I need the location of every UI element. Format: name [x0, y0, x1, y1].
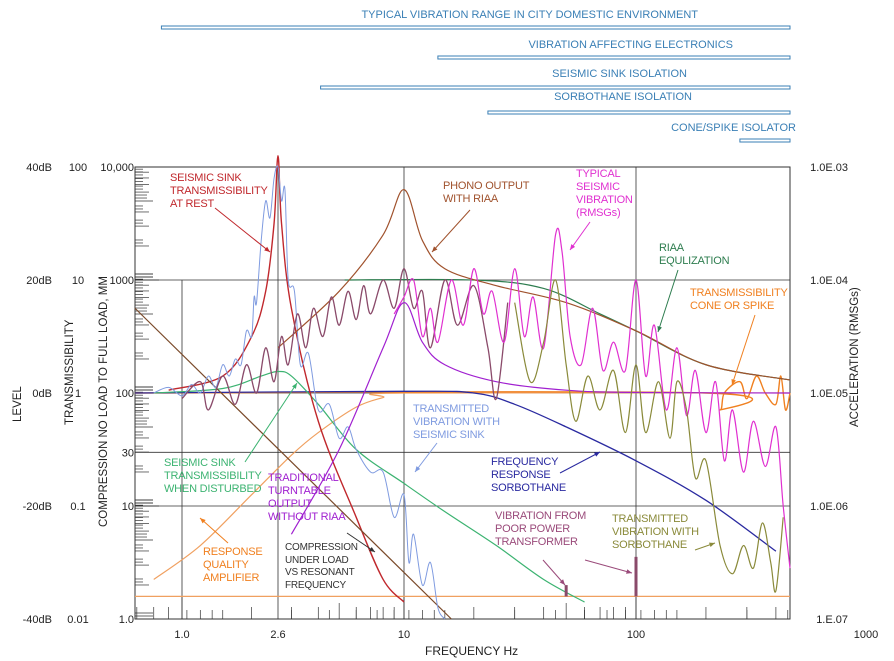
range-bar [320, 85, 791, 90]
annotation-riaa: RIAA EQULIZATION [659, 242, 730, 267]
acceleration-tick-label: 1.0E.04 [810, 275, 848, 287]
x-tick-label: 10 [398, 629, 410, 641]
compression-tick-label: 1.0 [119, 614, 134, 626]
acceleration-tick-label: 1.0E.03 [810, 162, 848, 174]
annotation-arrow [199, 517, 229, 544]
level-tick-label: 0dB [32, 388, 52, 400]
arrowhead-icon [731, 379, 736, 385]
series-frequency-response-sorbothane [134, 390, 777, 552]
series-transmitted-vibration-with-seismic-sink [153, 165, 446, 620]
annotation-when-disturbed: SEISMIC SINK TRANSMISSIBILITY WHEN DISTU… [164, 457, 262, 495]
x-tick-label: 2.6 [270, 629, 285, 641]
transmissibility-tick-label: 0.01 [67, 614, 88, 626]
annotation-traditional-turntable: TRADITIONAL TURNTABLE OUTPUT WITHOUT RIA… [268, 472, 346, 523]
arrowhead-icon [559, 579, 565, 585]
range-bar [739, 138, 791, 143]
range-label-seismic-sink: SEISMIC SINK ISOLATION [552, 68, 687, 80]
axis-title-acceleration: ACCELERATION (RMSGs) [849, 287, 861, 427]
arrowhead-icon [570, 244, 576, 250]
transmissibility-tick-label: 0.1 [70, 501, 85, 513]
arrowhead-icon [657, 326, 662, 332]
series-low-frequency-seismic-vibration [181, 268, 509, 411]
range-label-sorbothane: SORBOTHANE ISOLATION [554, 91, 692, 103]
x-tick-label: 1.0 [174, 629, 189, 641]
x-tick-label: 1000 [854, 629, 878, 641]
series-typical-seismic-vibration-rmsgs- [393, 227, 791, 569]
acceleration-tick-label: 1.0E.06 [810, 501, 848, 513]
annotation-arrow [431, 209, 471, 253]
range-label-cone-spike: CONE/SPIKE ISOLATOR [671, 122, 796, 134]
axis-title-compression: COMPRESSION NO LOAD TO FULL LOAD, MM [98, 276, 110, 527]
series-response-quality-amplifier [153, 392, 791, 580]
series-transmitted-vibration-with-sorbothane [514, 279, 784, 593]
arrowhead-icon [594, 452, 600, 457]
arrowhead-icon [432, 246, 438, 252]
range-bar [437, 55, 791, 60]
annotation-cone-spike: TRANSMISSIBILITY CONE OR SPIKE [690, 287, 788, 312]
annotation-arrow [542, 559, 566, 586]
annotation-transmitted-sorbothane: TRANSMITTED VIBRATION WITH SORBOTHANE [612, 513, 699, 551]
range-bar [160, 25, 791, 30]
annotation-phono-output: PHONO OUTPUT WITH RIAA [443, 180, 530, 205]
level-tick-label: -40dB [23, 614, 52, 626]
level-tick-label: 40dB [26, 162, 52, 174]
annotation-typical-seismic: TYPICAL SEISMIC VIBRATION (RMSGs) [576, 168, 633, 219]
annotation-arrow [346, 532, 376, 553]
arrowhead-icon [200, 518, 206, 524]
annotation-arrow [244, 382, 298, 463]
arrowhead-icon [292, 383, 297, 389]
compression-tick-label: 10 [122, 501, 134, 513]
arrowhead-icon [709, 542, 715, 548]
arrowhead-icon [415, 466, 421, 472]
annotation-arrow [569, 221, 591, 251]
annotation-arrow [559, 451, 601, 474]
level-tick-label: -20dB [23, 501, 52, 513]
annotation-compression: COMPRESSION UNDER LOAD VS RESONANT FREQU… [285, 542, 358, 591]
x-tick-label: 100 [627, 629, 645, 641]
series-traditional-turntable-output-without-riaa [290, 302, 791, 535]
annotation-transformer: VIBRATION FROM POOR POWER TRANSFORMER [495, 510, 587, 548]
arrowhead-icon [264, 246, 270, 252]
annotation-transmitted-seismic-sink: TRANSMITTED VIBRATION WITH SEISMIC SINK [413, 403, 500, 441]
annotation-arrow [414, 442, 438, 473]
range-bar [487, 110, 791, 115]
compression-tick-label: 1000 [110, 275, 134, 287]
annotation-amplifier: RESPONSE QUALITY AMPLIFIER [203, 546, 263, 584]
series-compression-under-load-vs-resonant-frequency [134, 307, 452, 620]
compression-tick-label: 10,000 [100, 162, 134, 174]
series-phono-output-with-riaa [277, 189, 791, 381]
transmissibility-tick-label: 10 [72, 275, 84, 287]
axis-title-transmissibility: TRANSMISSIBILITY [64, 319, 76, 425]
level-tick-label: 20dB [26, 275, 52, 287]
transmissibility-tick-label: 100 [69, 162, 87, 174]
x-axis-title: FREQUENCY Hz [425, 644, 519, 658]
acceleration-tick-label: 1.0E.05 [810, 388, 848, 400]
annotation-arrow [214, 207, 271, 253]
annotation-seismic-sink-at-rest: SEISMIC SINK TRANSMISSIBILITY AT REST [170, 172, 268, 210]
compression-tick-label: 100 [116, 388, 134, 400]
arrowhead-icon [626, 569, 632, 574]
range-label-electronics: VIBRATION AFFECTING ELECTRONICS [528, 39, 733, 51]
range-label-city: TYPICAL VIBRATION RANGE IN CITY DOMESTIC… [361, 9, 698, 21]
transmissibility-tick-label: 1 [75, 388, 81, 400]
annotation-arrow [731, 314, 756, 386]
compression-tick-label: 30 [122, 447, 134, 459]
series-seismic-sink-transmissibility-when-disturbed [153, 370, 585, 603]
annotation-arrow [657, 269, 679, 333]
arrowhead-icon [369, 546, 375, 552]
acceleration-tick-label: 1.E.07 [816, 614, 848, 626]
axis-title-level: LEVEL [12, 386, 24, 422]
annotation-arrow [584, 559, 633, 574]
annotation-sorbothane-response: FREQUENCY RESPONSE SORBOTHANE [491, 456, 567, 494]
